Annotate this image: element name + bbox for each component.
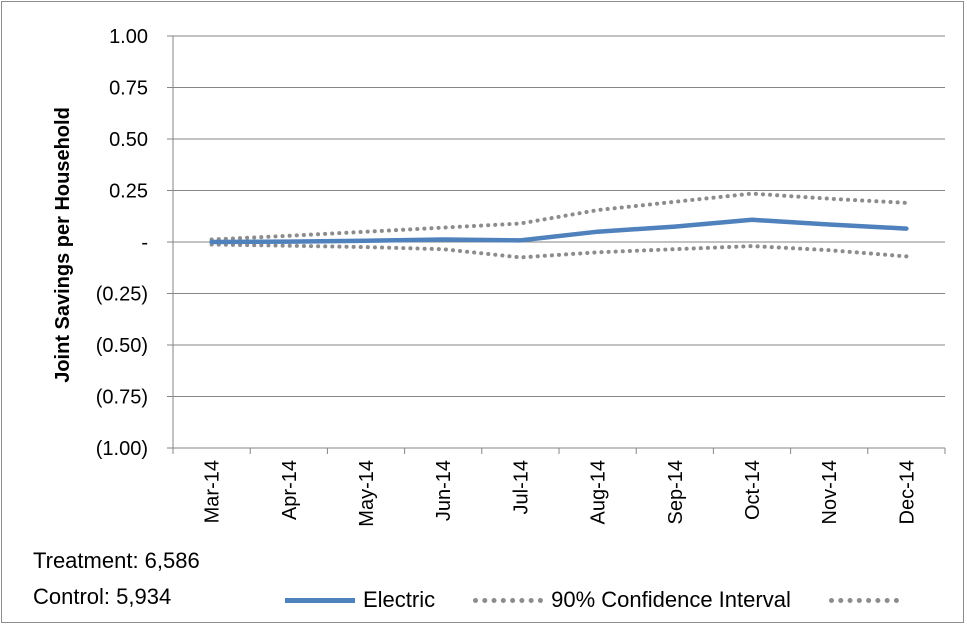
y-tick-labels: 1.00 0.75 0.50 0.25 - (0.25) (0.50) (0.75) (1.00… [96,26,148,460]
series-lines [209,191,909,260]
y-tick-label: (0.75) [96,387,148,409]
legend-item-ci-lower [828,597,899,603]
y-tick-label: - [141,232,148,254]
y-tick-label: (0.50) [96,335,148,357]
series-line-ci-upper [209,191,909,242]
control-count: Control: 5,934 [33,584,172,609]
y-tick-label: 1.00 [109,26,148,48]
legend: Electric 90% Confidence Interval [285,586,899,614]
x-tick-label: May-14 [356,460,378,527]
y-tick-label: 0.50 [109,129,148,151]
y-tick-label: 0.75 [109,78,148,100]
legend-swatch-electric [285,597,355,603]
y-tick-label: (1.00) [96,438,148,460]
legend-item-electric: Electric [285,587,435,613]
legend-label-ci: 90% Confidence Interval [551,587,791,612]
y-axis-label: Joint Savings per Household [52,107,74,383]
x-tick-label: Nov-14 [819,460,841,524]
legend-item-ci: 90% Confidence Interval [473,587,791,613]
x-tick-label: Oct-14 [742,460,764,520]
x-tick-label: Apr-14 [279,460,301,520]
legend-swatch-ci [473,597,544,603]
x-tick-label: Aug-14 [588,460,610,525]
series-line-ci-lower [209,242,909,260]
x-tick-label: Jun-14 [433,460,455,521]
y-tick-label: (0.25) [96,284,148,306]
series-line-electric [209,217,909,245]
x-tick-labels: Mar-14 Apr-14 May-14 Jun-14 Jul-14 Aug-14 Sep-… [202,460,919,527]
x-tick-label: Sep-14 [665,460,687,525]
treatment-count: Treatment: 6,586 [33,548,200,573]
y-tick-label: 0.25 [109,181,148,203]
x-tick-label: Dec-14 [896,460,918,524]
x-tick-label: Jul-14 [510,460,532,514]
axes [167,35,946,454]
legend-label-electric: Electric [363,587,436,612]
x-tick-label: Mar-14 [202,460,224,523]
legend-swatch-ci-lower [828,597,899,603]
